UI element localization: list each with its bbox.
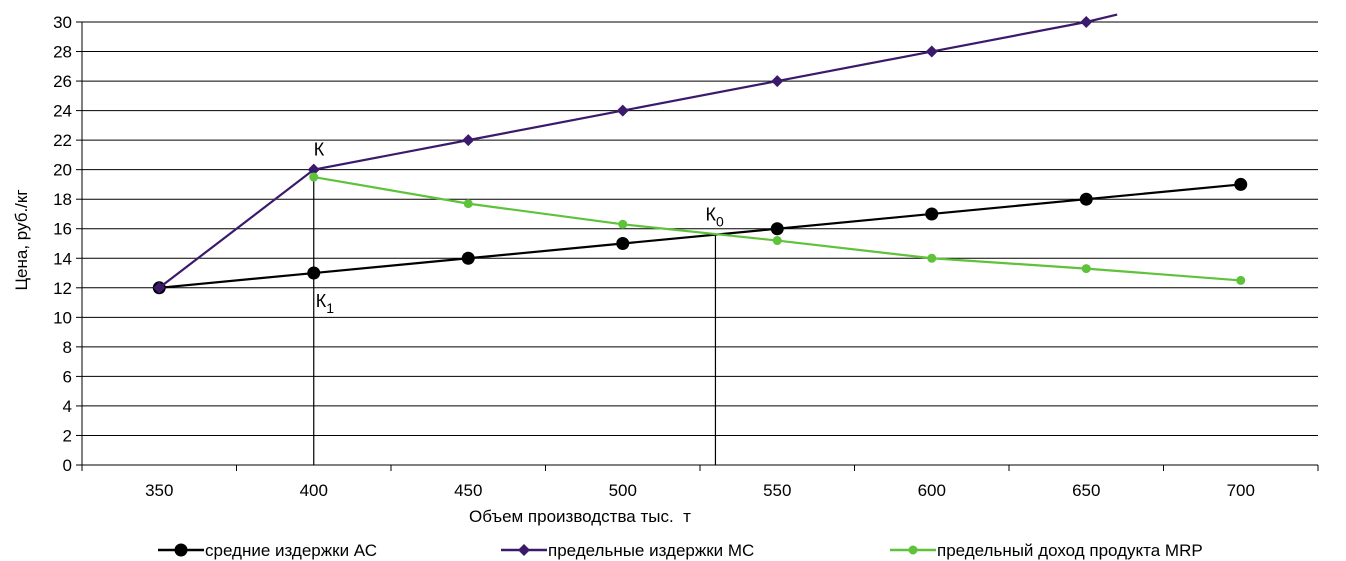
x-tick-label-700: 700: [1227, 481, 1255, 500]
y-tick-label-18: 18: [53, 190, 72, 209]
y-tick-label-26: 26: [53, 72, 72, 91]
annotation-0: К: [314, 140, 325, 160]
series-2-point-6: [1236, 275, 1246, 285]
y-axis-label: Цена, руб./кг: [12, 189, 31, 290]
series-1-point-5: [925, 45, 938, 58]
series-0-point-6: [1079, 192, 1093, 206]
series-0-point-7: [1234, 177, 1248, 191]
annotation-2-sub: 0: [716, 214, 724, 230]
legend-label-1: предельные издержки МС: [548, 541, 754, 560]
series-1-point-4: [771, 75, 784, 88]
legend-marker-0: [174, 543, 188, 557]
legend-label-0: средние издержки АС: [205, 541, 377, 560]
x-tick-label-400: 400: [300, 481, 328, 500]
series-2-point-2: [618, 219, 628, 229]
legend-label-2: предельный доход продукта МRP: [937, 541, 1203, 560]
series-0-point-3: [616, 237, 630, 250]
y-tick-label-12: 12: [53, 279, 72, 298]
legend-marker-2: [908, 545, 918, 555]
annotation-1-sub: 1: [326, 300, 334, 316]
y-tick-label-4: 4: [63, 397, 72, 416]
gridlines: [82, 21, 1318, 436]
x-tick-label-650: 650: [1072, 481, 1100, 500]
series-line-1: [158, 13, 1118, 289]
x-axis-label: Объем производства тыс. т: [469, 507, 691, 526]
series-0-point-1: [307, 266, 321, 280]
x-tick-label-550: 550: [763, 481, 791, 500]
series-0-point-5: [925, 207, 939, 221]
legend-marker-1: [518, 544, 530, 556]
y-tick-label-16: 16: [53, 220, 72, 239]
y-tick-label-2: 2: [63, 426, 72, 445]
y-tick-label-14: 14: [53, 249, 72, 268]
legend: средние издержки АС предельные издержки М…: [158, 541, 1203, 560]
series-1-point-3: [616, 104, 629, 117]
series-0-point-4: [770, 222, 784, 236]
annotation-2: К0: [705, 205, 724, 230]
y-tick-label-30: 30: [53, 13, 72, 32]
series-1-point-1: [307, 163, 320, 176]
y-tick-label-20: 20: [53, 161, 72, 180]
y-tick-label-6: 6: [63, 367, 72, 386]
y-tick-label-8: 8: [63, 338, 72, 357]
series-2-point-1: [463, 199, 473, 209]
series-2-point-0: [309, 172, 319, 182]
series-2-point-4: [927, 253, 937, 263]
y-tick-label-10: 10: [53, 308, 72, 327]
y-tick-label-22: 22: [53, 131, 72, 150]
series-2-point-3: [772, 236, 782, 246]
series-line-0: [159, 183, 1241, 289]
series-2: [309, 172, 1246, 285]
series-1-point-2: [462, 134, 475, 147]
y-tick-label-28: 28: [53, 43, 72, 62]
series-0-point-2: [461, 251, 475, 265]
series-group: [152, 13, 1248, 295]
guide-lines: [313, 169, 717, 465]
x-tick-label-600: 600: [918, 481, 946, 500]
annotation-1: К1: [316, 291, 335, 316]
series-0: [152, 177, 1248, 295]
series-1: [153, 13, 1118, 294]
y-tick-label-0: 0: [63, 456, 72, 475]
x-tick-label-500: 500: [609, 481, 637, 500]
series-1-point-0: [153, 281, 166, 294]
y-tick-label-24: 24: [53, 102, 72, 121]
series-1-point-6: [1080, 16, 1093, 28]
x-tick-label-450: 450: [454, 481, 482, 500]
series-2-point-5: [1081, 264, 1091, 274]
x-tick-label-350: 350: [145, 481, 173, 500]
